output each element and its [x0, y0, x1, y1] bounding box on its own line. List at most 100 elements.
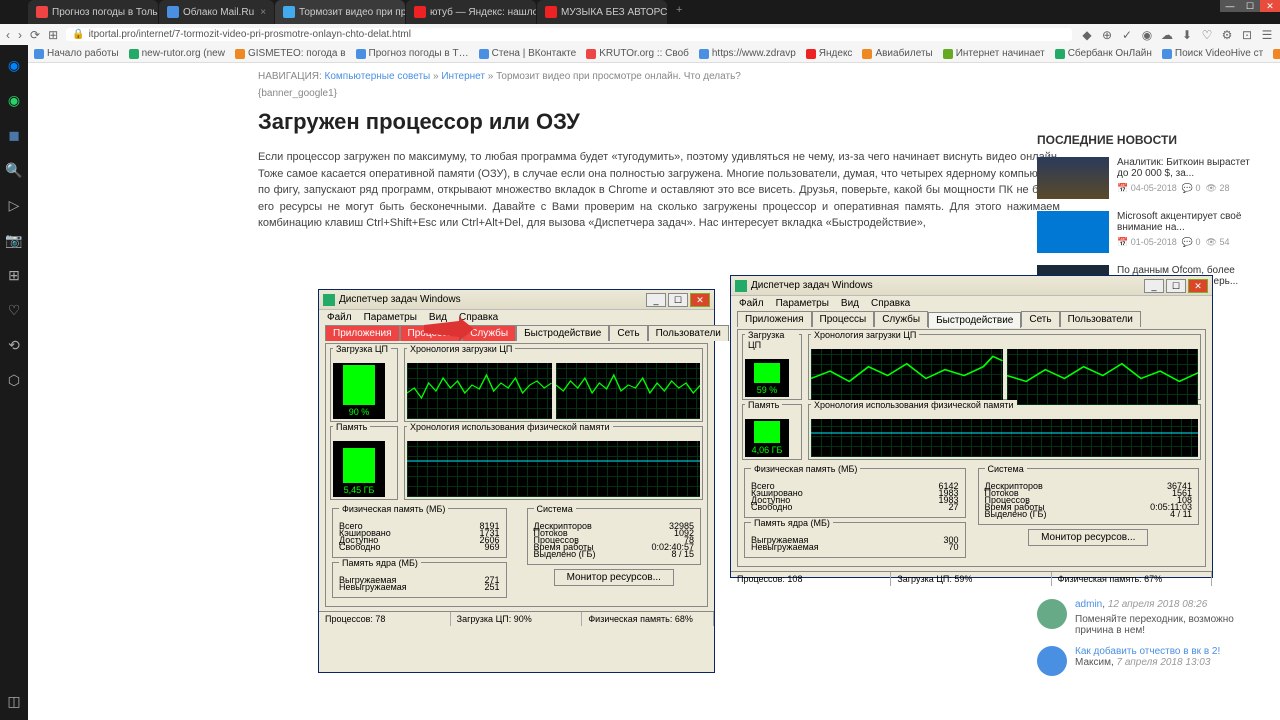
titlebar[interactable]: Диспетчер задач Windows _ ☐ ✕: [731, 276, 1212, 296]
tab-users[interactable]: Пользователи: [1060, 311, 1141, 327]
tab-2[interactable]: Тормозит видео при пр…×: [275, 0, 405, 24]
extension-icon[interactable]: ◉: [1140, 28, 1154, 42]
close-btn[interactable]: ✕: [1260, 0, 1280, 12]
resource-monitor-button[interactable]: Монитор ресурсов...: [554, 569, 674, 586]
tab-apps[interactable]: Приложения: [325, 325, 400, 341]
history-icon[interactable]: ⟲: [8, 337, 20, 354]
statusbar: Процессов: 78Загрузка ЦП: 90%Физическая …: [319, 611, 714, 626]
cpu-history-label: Хронология загрузки ЦП: [811, 330, 919, 340]
bookmark[interactable]: Начало работы: [34, 48, 119, 59]
menu-file[interactable]: Файл: [327, 312, 352, 323]
tab-services[interactable]: Службы: [874, 311, 928, 327]
extension-icon[interactable]: ⚙: [1220, 28, 1234, 42]
mem-history-label: Хронология использования физической памя…: [407, 422, 613, 432]
paragraph: Если процессор загружен по максимуму, то…: [258, 149, 1060, 232]
tab-3[interactable]: ютуб — Яндекс: нашлос…×: [406, 0, 536, 24]
avatar: [1037, 599, 1067, 629]
tab-users[interactable]: Пользователи: [648, 325, 729, 341]
new-tab-button[interactable]: +: [668, 0, 690, 24]
heart-icon[interactable]: ♡: [8, 302, 21, 319]
tab-1[interactable]: Облако Mail.Ru×: [159, 0, 274, 24]
tabs: Приложения Процессы Службы Быстродействи…: [319, 325, 714, 341]
bookmark[interactable]: Прогноз погоды в Т…: [356, 48, 469, 59]
extension-icon[interactable]: ✓: [1120, 28, 1134, 42]
opera-sidebar: ◉ ◉ ◼ 🔍 ▷ 📷 ⊞ ♡ ⟲ ⬡ ◫: [0, 45, 28, 720]
close-button[interactable]: ✕: [690, 293, 710, 307]
cpu-history-label: Хронология загрузки ЦП: [407, 344, 515, 354]
tab-network[interactable]: Сеть: [1021, 311, 1059, 327]
tab-network[interactable]: Сеть: [609, 325, 647, 341]
comment-author[interactable]: admin: [1075, 599, 1102, 610]
bookmark[interactable]: KRUTOr.org :: Своб: [586, 48, 689, 59]
tab-apps[interactable]: Приложения: [737, 311, 812, 327]
minimize-button[interactable]: _: [646, 293, 666, 307]
expand-icon[interactable]: ◫: [7, 693, 20, 710]
bookmark[interactable]: https://www.zdravp: [699, 48, 796, 59]
extension-icon[interactable]: ☰: [1260, 28, 1274, 42]
os-window-controls: — ☐ ✕: [1220, 0, 1280, 12]
extension-icon[interactable]: ☁: [1160, 28, 1174, 42]
bookmark[interactable]: Интернет начинает: [943, 48, 1045, 59]
search-icon[interactable]: 🔍: [5, 162, 22, 179]
extension-icon[interactable]: ⬇: [1180, 28, 1194, 42]
menu-options[interactable]: Параметры: [364, 312, 417, 323]
window-title: Диспетчер задач Windows: [751, 280, 873, 291]
extension-icon[interactable]: ◆: [1080, 28, 1094, 42]
maximize-btn[interactable]: ☐: [1240, 0, 1260, 12]
forward-button[interactable]: ›: [18, 28, 22, 42]
messenger-icon[interactable]: ◉: [8, 57, 20, 74]
phys-mem-group: Физическая память (МБ) Всего6142 Кэширов…: [744, 468, 966, 518]
tabs: Приложения Процессы Службы Быстродействи…: [731, 311, 1212, 327]
close-button[interactable]: ✕: [1188, 279, 1208, 293]
whatsapp-icon[interactable]: ◉: [8, 92, 20, 109]
bookmark[interactable]: Домашняя бухгалте: [1273, 48, 1280, 59]
play-icon[interactable]: ▷: [9, 197, 20, 214]
lock-icon: 🔒: [72, 29, 84, 40]
bookmark[interactable]: Яндекс: [806, 48, 853, 59]
tab-performance[interactable]: Быстродействие: [516, 325, 609, 341]
vk-icon[interactable]: ◼: [8, 127, 20, 144]
bookmark[interactable]: Поиск VideoHive ст: [1162, 48, 1263, 59]
minimize-btn[interactable]: —: [1220, 0, 1240, 12]
menu-view[interactable]: Вид: [841, 298, 859, 309]
tab-4[interactable]: МУЗЫКА БЕЗ АВТОРСКИ…×: [537, 0, 667, 24]
cpu-graph: [1007, 349, 1199, 405]
tab-0[interactable]: Прогноз погоды в Толь…×: [28, 0, 158, 24]
minimize-button[interactable]: _: [1144, 279, 1164, 293]
maximize-button[interactable]: ☐: [1166, 279, 1186, 293]
toolbar-icons: ◆ ⊕ ✓ ◉ ☁ ⬇ ♡ ⚙ ⊡ ☰: [1080, 28, 1274, 42]
close-icon[interactable]: ×: [260, 7, 266, 18]
titlebar[interactable]: Диспетчер задач Windows _ ☐ ✕: [319, 290, 714, 310]
menu-help[interactable]: Справка: [871, 298, 910, 309]
tab-performance[interactable]: Быстродействие: [928, 312, 1021, 328]
url-bar[interactable]: 🔒itportal.pro/internet/7-tormozit-video-…: [66, 28, 1072, 41]
breadcrumb: НАВИГАЦИЯ: Компьютерные советы » Интерне…: [258, 71, 1060, 82]
menu-file[interactable]: Файл: [739, 298, 764, 309]
tab-processes[interactable]: Процессы: [812, 311, 875, 327]
cpu-meter: 59 %: [745, 359, 789, 397]
bookmark[interactable]: Сбербанк ОнЛайн: [1055, 48, 1152, 59]
bookmark[interactable]: new-rutor.org (new: [129, 48, 225, 59]
resource-monitor-button[interactable]: Монитор ресурсов...: [1028, 529, 1148, 546]
camera-icon[interactable]: 📷: [5, 232, 22, 249]
breadcrumb-link[interactable]: Компьютерные советы: [325, 71, 431, 82]
mem-label: Память: [745, 400, 782, 410]
extension-icon[interactable]: ⊡: [1240, 28, 1254, 42]
mem-meter: 5,45 ГБ: [333, 441, 385, 497]
breadcrumb-link[interactable]: Интернет: [441, 71, 485, 82]
extension-icon[interactable]: ⊕: [1100, 28, 1114, 42]
back-button[interactable]: ‹: [6, 28, 10, 42]
news-item[interactable]: Microsoft акцентирует своё внимание на..…: [1037, 211, 1252, 253]
reload-button[interactable]: ⟳: [30, 28, 40, 42]
cpu-label: Загрузка ЦП: [333, 344, 391, 354]
menu-options[interactable]: Параметры: [776, 298, 829, 309]
maximize-button[interactable]: ☐: [668, 293, 688, 307]
bookmark[interactable]: Авиабилеты: [862, 48, 932, 59]
bookmark[interactable]: GISMETEO: погода в: [235, 48, 346, 59]
speed-dial-icon[interactable]: ⊞: [48, 28, 58, 42]
package-icon[interactable]: ⬡: [8, 372, 20, 389]
bookmark[interactable]: Стена | ВКонтакте: [479, 48, 577, 59]
news-item[interactable]: Аналитик: Биткоин вырастет до 20 000 $, …: [1037, 157, 1252, 199]
grid-icon[interactable]: ⊞: [8, 267, 20, 284]
extension-icon[interactable]: ♡: [1200, 28, 1214, 42]
